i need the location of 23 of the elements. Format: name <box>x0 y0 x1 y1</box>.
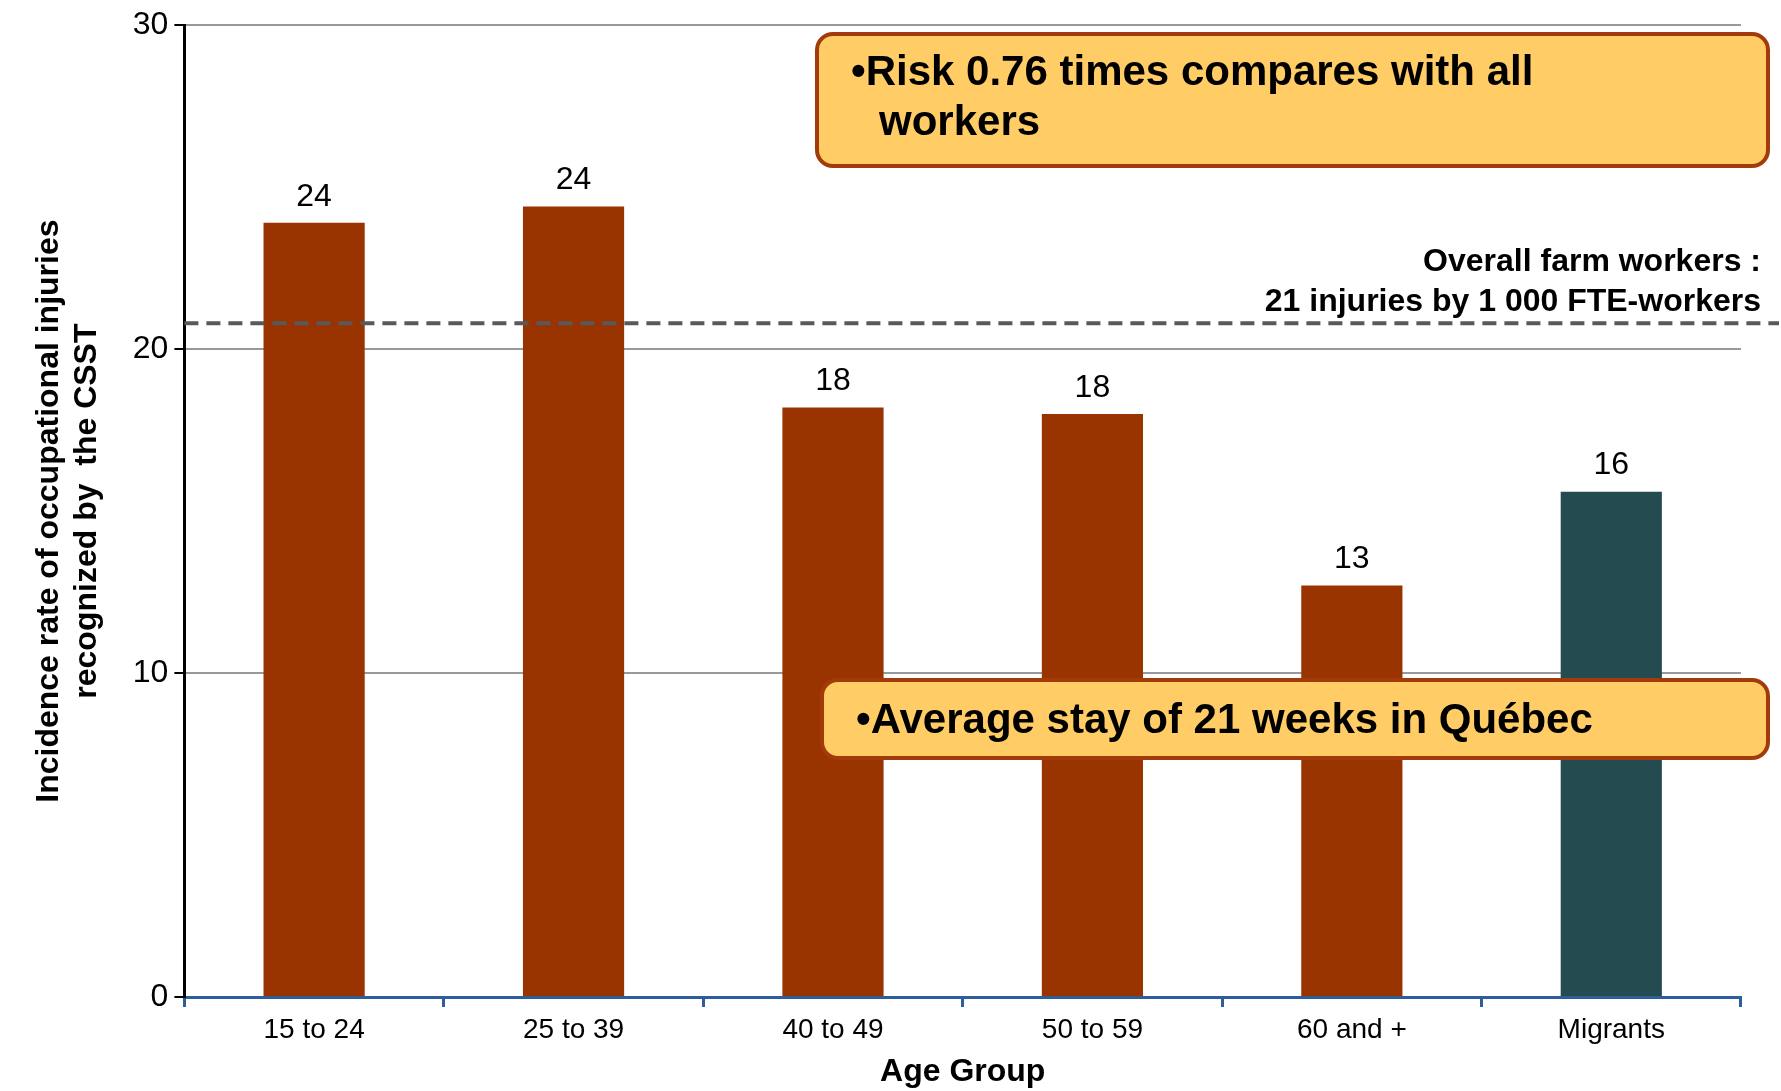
y-tick-label: 30 <box>132 5 169 42</box>
bar <box>263 222 365 996</box>
y-tick-label: 0 <box>150 976 169 1013</box>
x-tick-label: 25 to 39 <box>522 1012 625 1044</box>
x-tick-label: Migrants <box>1557 1012 1665 1044</box>
data-label: 24 <box>296 176 332 213</box>
data-label: 18 <box>815 361 851 398</box>
data-label: 24 <box>555 160 592 197</box>
x-axis-title: Age Group <box>880 1051 1046 1088</box>
data-label: 13 <box>1334 539 1370 576</box>
y-tick-label: 10 <box>132 652 169 689</box>
x-tick-label: 40 to 49 <box>782 1012 884 1044</box>
callout-box: •Average stay of 21 weeks in Québec <box>820 678 1770 760</box>
x-tick-label: 60 and + <box>1296 1012 1407 1044</box>
y-tick-label: 20 <box>132 328 169 365</box>
data-label: 16 <box>1593 445 1630 482</box>
bar <box>522 206 625 996</box>
data-label: 18 <box>1074 367 1111 404</box>
x-tick-label: 15 to 24 <box>263 1012 365 1044</box>
ref-line-label: Overall farm workers : 21 injuries by 1 000 FTE-workers <box>1264 242 1761 319</box>
y-axis-title: Incidence rate of occupational injuries recognized by the CSST <box>29 219 104 803</box>
x-tick-label: 50 to 59 <box>1041 1012 1144 1044</box>
callout-box: •Risk 0.76 times compares with all workers <box>815 32 1770 168</box>
